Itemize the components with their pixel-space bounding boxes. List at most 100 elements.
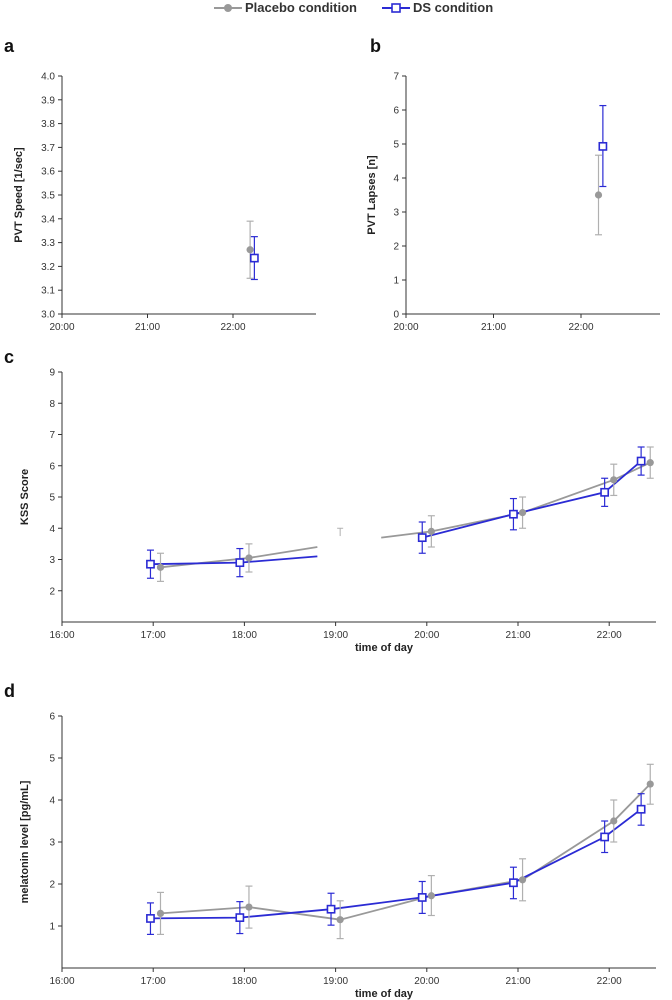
series-gap-segment: [381, 530, 432, 539]
y-tick-label: 3.6: [41, 167, 55, 178]
y-tick-label: 4.0: [41, 72, 55, 83]
panel-c-kss-chart: 2 3 4 5 6 7 8 9 16:00 17:00 18:00 19:00 20:00 21:00 22…: [19, 368, 656, 654]
y-tick-label: 2: [49, 880, 55, 891]
data-point-ds: [636, 456, 646, 466]
y-tick-label: 4: [49, 524, 55, 535]
data-point-placebo: [610, 817, 618, 825]
legend-ds: DS condition: [382, 0, 493, 15]
y-tick-label: 8: [49, 399, 55, 410]
y-tick-label: 3.9: [41, 95, 55, 106]
data-point-ds: [146, 559, 155, 569]
y-tick-label: 3.3: [41, 238, 55, 249]
x-tick-label: 18:00: [232, 976, 257, 987]
x-tick-label: 20:00: [393, 322, 418, 333]
data-point-placebo: [156, 909, 165, 918]
y-tick-label: 3.1: [41, 286, 55, 297]
panel-a-label: a: [4, 36, 15, 56]
y-tick-label: 3.0: [41, 310, 55, 321]
y-axis-title: PVT Lapses [n]: [366, 155, 378, 235]
x-axis-title: time of day: [355, 988, 414, 1000]
x-tick-label: 20:00: [49, 322, 74, 333]
series-line-placebo: [431, 461, 651, 533]
y-tick-label: 4: [49, 796, 55, 807]
x-axis-title: time of day: [355, 642, 414, 654]
y-tick-label: 9: [49, 368, 55, 379]
y-tick-label: 4: [393, 174, 399, 185]
panel-b-pvt-lapses-chart: 0 1 2 3 4 5 6 7 20:00 21:00 22:00 PVT Lapses [n]: [366, 72, 660, 333]
data-point-ds: [417, 893, 427, 902]
y-tick-label: 2: [49, 586, 55, 597]
series-gap-segment: [239, 555, 318, 564]
x-tick-label: 18:00: [232, 630, 257, 641]
data-point-placebo: [646, 780, 654, 788]
x-tick-label: 16:00: [49, 630, 74, 641]
x-tick-label: 20:00: [414, 630, 439, 641]
data-point-ds: [598, 141, 608, 151]
series-line-ds: [150, 561, 240, 566]
x-tick-label: 22:00: [597, 976, 622, 987]
data-point-ds: [509, 509, 518, 519]
y-axis-title: melatonin level [pg/mL]: [19, 780, 31, 903]
data-point-placebo: [518, 876, 527, 884]
legend-ds-label: DS condition: [413, 0, 493, 15]
data-point-placebo: [610, 476, 618, 484]
series-line-ds: [421, 460, 642, 539]
panel-c-label: c: [4, 347, 14, 367]
data-point-placebo: [336, 916, 344, 924]
data-point-placebo: [427, 527, 435, 535]
panel-d-melatonin-chart: 1 2 3 4 5 6 16:00 17:00 18:00 19:00 20:00 21:00 22:0…: [19, 712, 656, 1000]
data-point-placebo: [518, 509, 527, 517]
y-tick-label: 6: [393, 106, 399, 117]
data-point-ds: [509, 878, 518, 888]
x-tick-label: 17:00: [141, 976, 166, 987]
legend-placebo-label: Placebo condition: [245, 0, 357, 15]
legend-placebo: Placebo condition: [214, 0, 357, 15]
x-tick-label: 22:00: [597, 630, 622, 641]
data-point-ds: [146, 914, 155, 923]
x-tick-label: 21:00: [481, 322, 506, 333]
data-point-ds: [600, 487, 610, 497]
data-point-ds: [326, 904, 336, 914]
data-point-placebo: [427, 892, 435, 900]
x-tick-label: 21:00: [135, 322, 160, 333]
y-tick-label: 5: [49, 493, 55, 504]
y-tick-label: 3.2: [41, 262, 55, 273]
y-tick-label: 3: [49, 555, 55, 566]
y-tick-label: 7: [49, 430, 55, 441]
data-point-placebo: [646, 459, 654, 467]
legend-placebo-marker: [224, 4, 232, 12]
data-point-ds: [417, 533, 427, 543]
y-tick-label: 6: [49, 712, 55, 723]
data-point-ds: [235, 558, 245, 568]
data-point-placebo: [594, 191, 603, 199]
panel-d-label: d: [4, 681, 15, 701]
x-tick-label: 22:00: [568, 322, 593, 333]
x-tick-label: 17:00: [141, 630, 166, 641]
x-tick-label: 21:00: [505, 630, 530, 641]
series-line-ds: [150, 808, 642, 920]
legend: Placebo condition DS condition: [214, 0, 493, 15]
y-tick-label: 5: [393, 140, 399, 151]
y-axis-title: KSS Score: [19, 469, 31, 525]
panel-a-pvt-speed-chart: 3.0 3.1 3.2 3.3 3.4 3.5 3.6 3.7 3.8 3.9 4.0 20:00 21…: [13, 72, 316, 333]
y-tick-label: 2: [393, 242, 399, 253]
y-tick-label: 3.8: [41, 119, 55, 130]
y-tick-label: 3: [49, 838, 55, 849]
y-tick-label: 1: [49, 922, 55, 933]
panel-b-label: b: [370, 36, 381, 56]
data-point-placebo: [245, 903, 253, 911]
legend-ds-marker: [391, 3, 401, 13]
x-tick-label: 22:00: [220, 322, 245, 333]
series-gap-segment: [248, 546, 318, 559]
y-tick-label: 3.7: [41, 143, 55, 154]
y-tick-label: 3: [393, 208, 399, 219]
x-tick-label: 20:00: [414, 976, 439, 987]
x-tick-label: 19:00: [323, 630, 348, 641]
x-tick-label: 21:00: [505, 976, 530, 987]
data-point-placebo: [246, 246, 254, 254]
x-tick-label: 16:00: [49, 976, 74, 987]
y-tick-label: 3.5: [41, 191, 55, 202]
data-point-ds: [600, 832, 610, 842]
x-tick-label: 19:00: [323, 976, 348, 987]
